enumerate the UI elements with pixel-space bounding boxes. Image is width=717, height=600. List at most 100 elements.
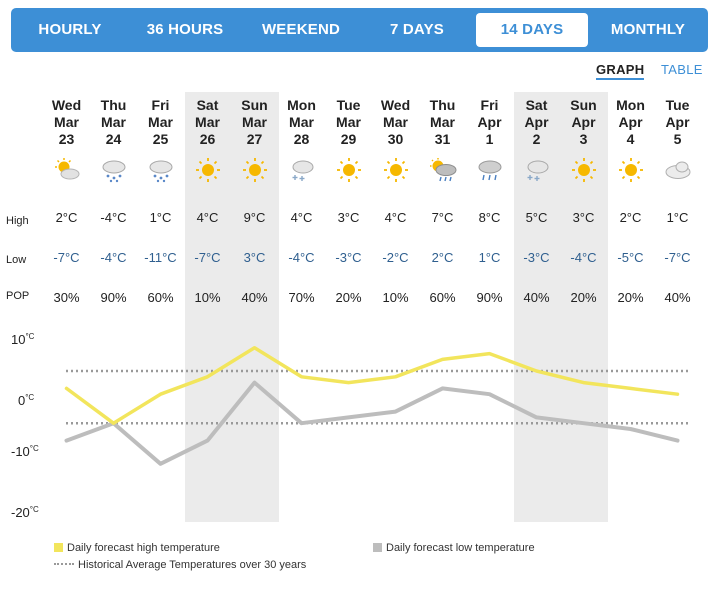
high-temperature-point xyxy=(112,422,115,425)
day-month: Apr xyxy=(618,114,643,130)
day-date: 23 xyxy=(58,131,75,147)
day-column: Wed Mar 30 4°C -2°C 10% xyxy=(372,97,419,305)
pop-row-label: POP xyxy=(6,290,30,302)
day-column: Wed Mar 23 2°C -7°C 30% xyxy=(43,97,90,305)
precip-probability: 60% xyxy=(147,290,174,305)
high-temp: 9°C xyxy=(243,210,266,225)
sun-icon xyxy=(571,158,596,182)
tab-14-days[interactable]: 14 DAYS xyxy=(476,13,588,47)
tab-7-days[interactable]: 7 DAYS xyxy=(389,21,444,38)
day-column: Fri Apr 1 8°C 1°C 90% xyxy=(466,97,513,305)
day-column: Tue Mar 29 3°C -3°C 20% xyxy=(325,97,372,305)
flurries-cloud-icon xyxy=(292,160,313,181)
precip-probability: 60% xyxy=(429,290,456,305)
precip-probability: 20% xyxy=(617,290,644,305)
day-column: Sat Mar 26 4°C -7°C 10% xyxy=(184,97,231,305)
day-column: Sun Mar 27 9°C 3°C 40% xyxy=(231,97,278,305)
tab-36-hours[interactable]: 36 HOURS xyxy=(146,21,224,38)
graph-view-link[interactable]: GRAPH xyxy=(596,62,645,80)
low-temperature-point xyxy=(206,439,209,442)
day-date: 27 xyxy=(246,131,263,147)
day-name: Sun xyxy=(241,97,268,113)
low-temperature-point xyxy=(159,462,162,465)
precip-probability: 40% xyxy=(523,290,550,305)
low-temperature-point xyxy=(629,428,632,430)
snow-cloud-icon xyxy=(102,160,125,183)
day-date: 28 xyxy=(293,131,310,147)
tab-hourly[interactable]: HOURLY xyxy=(38,21,102,38)
precip-probability: 70% xyxy=(288,290,315,305)
precip-probability: 20% xyxy=(335,290,362,305)
y-tick-minus-20: -20°C xyxy=(11,505,39,520)
day-month: Apr xyxy=(477,114,502,130)
low-temperature-line xyxy=(64,380,680,466)
low-temp: -4°C xyxy=(570,250,597,265)
precip-probability: 40% xyxy=(664,290,691,305)
low-temp: -7°C xyxy=(664,250,691,265)
day-date: 26 xyxy=(199,131,216,147)
low-temperature-point xyxy=(65,439,68,442)
high-temp: 2°C xyxy=(55,210,78,225)
tab-monthly[interactable]: MONTHLY xyxy=(610,21,686,38)
high-temperature-point xyxy=(253,346,256,349)
high-temperature-point xyxy=(629,387,632,390)
high-temp: 3°C xyxy=(337,210,360,225)
high-temp: 1°C xyxy=(666,210,689,225)
table-view-link[interactable]: TABLE xyxy=(661,62,703,77)
day-month: Mar xyxy=(383,114,408,130)
precip-probability: 20% xyxy=(570,290,597,305)
day-month: Mar xyxy=(195,114,220,130)
legend-high-swatch xyxy=(54,543,63,552)
day-date: 31 xyxy=(434,131,451,147)
high-temp: 4°C xyxy=(384,210,407,225)
low-temp: -5°C xyxy=(617,250,644,265)
high-temp: 4°C xyxy=(290,210,313,225)
day-column: Thu Mar 31 7°C 2°C 60% xyxy=(419,97,466,305)
low-temp: 1°C xyxy=(478,250,501,265)
low-temp: 3°C xyxy=(243,250,266,265)
low-temp: 2°C xyxy=(431,250,454,265)
day-month: Mar xyxy=(148,114,173,130)
low-row-label: Low xyxy=(6,254,27,266)
forecast-tab-bar: HOURLY 36 HOURS WEEKEND 7 DAYS 14 DAYS M… xyxy=(11,8,708,52)
day-column: Thu Mar 24 -4°C -4°C 90% xyxy=(90,97,137,305)
sun-cloud-icon xyxy=(54,158,79,180)
day-month: Mar xyxy=(430,114,455,130)
day-date: 25 xyxy=(152,131,169,147)
high-temperature-point xyxy=(488,352,491,355)
high-temp: 4°C xyxy=(196,210,219,225)
precip-probability: 10% xyxy=(382,290,409,305)
low-temperature-point xyxy=(488,393,491,396)
high-temperature-point xyxy=(65,387,68,390)
cloud-icon xyxy=(665,161,690,179)
high-temp: 5°C xyxy=(525,210,548,225)
high-temp: 3°C xyxy=(572,210,595,225)
low-temp: -2°C xyxy=(382,250,409,265)
legend-low-swatch xyxy=(373,543,382,552)
day-month: Apr xyxy=(524,114,549,130)
high-temp: 1°C xyxy=(149,210,172,225)
day-name: Wed xyxy=(380,97,411,113)
day-month: Mar xyxy=(54,114,79,130)
low-temperature-point xyxy=(253,381,256,384)
legend-high: Daily forecast high temperature xyxy=(54,542,220,554)
y-tick-minus-10: -10°C xyxy=(11,444,39,459)
high-row-label: High xyxy=(6,215,29,227)
day-name: Fri xyxy=(151,97,170,113)
low-temperature-point xyxy=(676,439,679,442)
sun-icon xyxy=(195,158,220,182)
tab-weekend[interactable]: WEEKEND xyxy=(261,21,341,38)
sun-icon xyxy=(336,158,361,182)
high-temp: -4°C xyxy=(100,210,127,225)
high-temperature-point xyxy=(159,393,162,396)
low-temperature-point xyxy=(394,410,397,413)
low-temp: -3°C xyxy=(523,250,550,265)
day-date: 3 xyxy=(579,131,588,147)
precip-probability: 90% xyxy=(476,290,503,305)
day-date: 30 xyxy=(387,131,404,147)
day-column: Fri Mar 25 1°C -11°C 60% xyxy=(137,97,184,305)
day-name: Sat xyxy=(525,97,548,113)
high-temperature-point xyxy=(676,393,679,396)
day-name: Thu xyxy=(429,97,456,113)
sun-icon xyxy=(383,158,408,182)
